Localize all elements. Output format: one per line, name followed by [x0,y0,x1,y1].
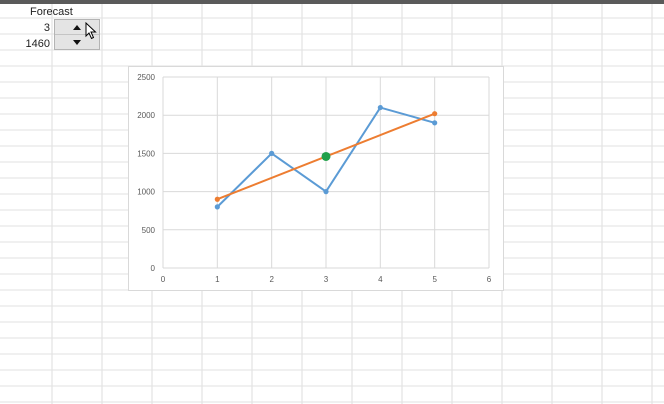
x-tick-label: 4 [378,275,383,284]
input-value-cell[interactable]: 3 [43,22,50,34]
y-tick-label: 1500 [137,149,155,158]
data-point [432,120,438,126]
x-tick-label: 3 [324,275,329,284]
data-point [269,150,275,156]
mouse-pointer-icon [85,22,97,40]
window-top-border [0,0,664,4]
data-point [432,111,438,117]
x-tick-label: 5 [432,275,437,284]
forecast-value-cell[interactable]: 1460 [25,38,50,50]
data-point [323,189,329,195]
x-tick-label: 1 [215,275,220,284]
triangle-up-icon [73,24,81,30]
forecast-chart: 0 500 1000 1500 2000 2500 0 1 2 3 4 5 6 [137,73,492,284]
forecast-label: Forecast [30,6,73,18]
y-tick-label: 2000 [137,111,155,120]
chart-area[interactable]: 0 500 1000 1500 2000 2500 0 1 2 3 4 5 6 [128,66,504,291]
y-tick-label: 2500 [137,73,155,82]
y-tick-label: 0 [151,264,156,273]
data-point [377,104,383,111]
triangle-down-icon [73,39,81,45]
data-point [214,196,220,202]
x-tick-label: 2 [269,275,274,284]
x-tick-label: 0 [161,275,166,284]
data-point [214,204,220,210]
x-tick-label: 6 [487,275,492,284]
y-tick-label: 1000 [137,188,155,197]
spin-up-button[interactable] [55,20,99,35]
forecast-point [321,151,331,161]
y-tick-label: 500 [142,226,156,235]
spin-down-button[interactable] [55,35,99,49]
